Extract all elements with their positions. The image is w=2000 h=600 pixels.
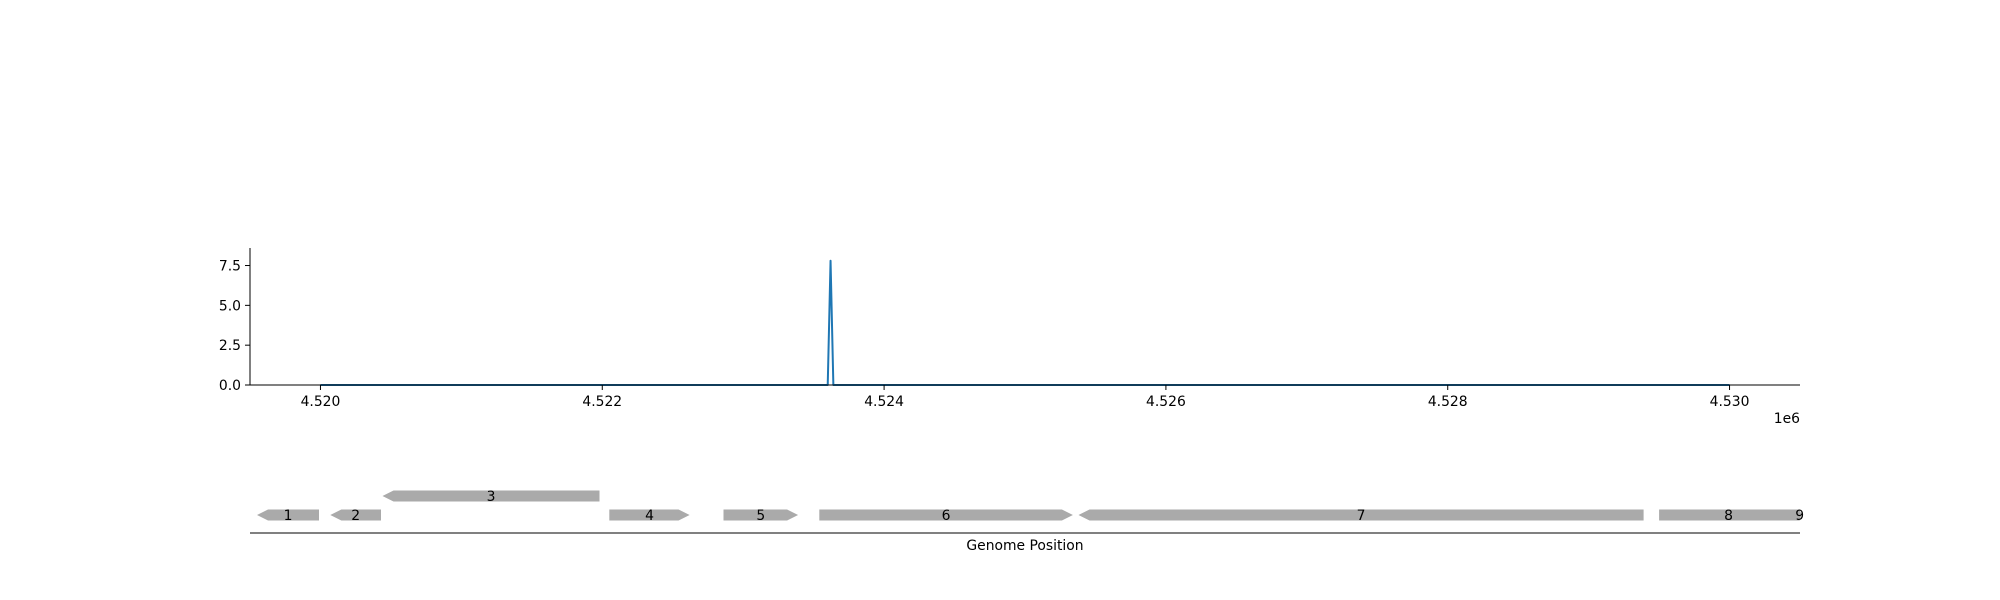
y-axis-ticks: 0.0 2.5 5.0 7.5 bbox=[219, 259, 250, 394]
gene-track: 1 2 3 4 5 6 7 8 9 Genome Position bbox=[250, 489, 1804, 554]
x-tick-label: 4.528 bbox=[1428, 394, 1468, 410]
gene-feature-9 bbox=[1798, 509, 1802, 521]
x-tick-label: 4.520 bbox=[301, 394, 341, 410]
gene-feature-label: 7 bbox=[1357, 508, 1366, 524]
x-tick-label: 4.526 bbox=[1146, 394, 1186, 410]
gene-feature-8 bbox=[1659, 509, 1798, 521]
gene-track-x-axis-label: Genome Position bbox=[966, 538, 1083, 554]
y-tick-label: 0.0 bbox=[219, 378, 241, 394]
y-tick-label: 5.0 bbox=[219, 298, 241, 314]
gene-feature-label: 2 bbox=[351, 508, 360, 524]
gene-feature-label: 9 bbox=[1795, 508, 1804, 524]
gene-feature-7 bbox=[1078, 509, 1644, 521]
x-axis-ticks: 4.520 4.522 4.524 4.526 4.528 4.530 bbox=[301, 385, 1750, 410]
gene-feature-6 bbox=[819, 509, 1073, 521]
gene-feature-label: 8 bbox=[1724, 508, 1733, 524]
gene-features: 1 2 3 4 5 6 7 8 9 bbox=[257, 489, 1804, 524]
y-tick-label: 2.5 bbox=[219, 338, 241, 354]
gene-feature-label: 3 bbox=[487, 489, 496, 505]
coverage-plot: 4.520 4.522 4.524 4.526 4.528 4.530 0.0 2.5 5.0… bbox=[219, 248, 1800, 427]
y-tick-label: 7.5 bbox=[219, 259, 241, 275]
gene-feature-2 bbox=[330, 509, 381, 521]
gene-feature-label: 5 bbox=[756, 508, 765, 524]
gene-feature-4 bbox=[609, 509, 690, 521]
x-tick-label: 4.522 bbox=[582, 394, 622, 410]
gene-feature-label: 1 bbox=[284, 508, 293, 524]
x-axis-offset-label: 1e6 bbox=[1774, 411, 1800, 427]
gene-feature-label: 6 bbox=[942, 508, 951, 524]
gene-feature-5 bbox=[723, 509, 799, 521]
x-tick-label: 4.530 bbox=[1710, 394, 1750, 410]
x-tick-label: 4.524 bbox=[864, 394, 904, 410]
gene-feature-1 bbox=[257, 509, 319, 521]
gene-feature-3 bbox=[382, 490, 600, 502]
gene-feature-label: 4 bbox=[645, 508, 654, 524]
